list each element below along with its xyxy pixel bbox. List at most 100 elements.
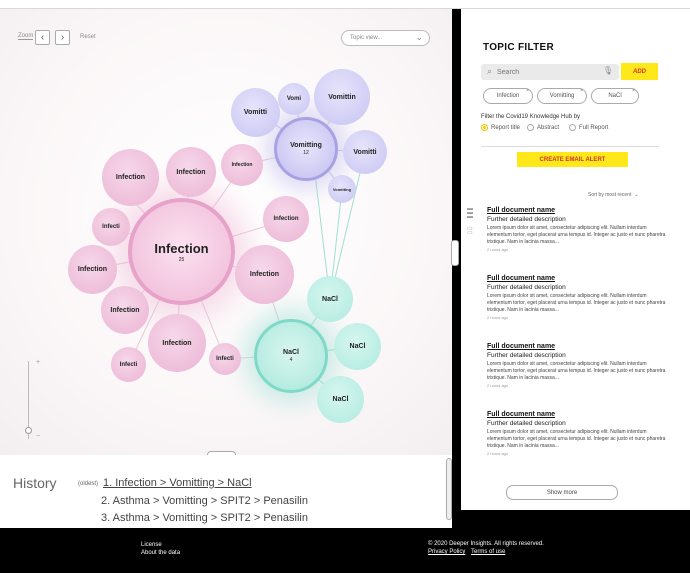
search-field[interactable]: ⌕ 🎙 [481, 64, 619, 80]
bubble-count: 25 [178, 256, 185, 263]
history-oldest-label: (oldest) [78, 481, 99, 487]
topic-chip[interactable]: Infection × [483, 88, 533, 104]
bubble-infection[interactable]: Infection [101, 286, 149, 334]
bubble-infection[interactable]: Infecti [111, 347, 146, 382]
zoom-slider-handle[interactable] [25, 427, 32, 434]
topic-chip[interactable]: NaCl × [591, 88, 639, 104]
bubble-vomitting[interactable]: Vomitti [343, 130, 387, 174]
radio-icon [527, 124, 534, 131]
about-data-link[interactable]: About the data [141, 550, 181, 556]
document-title[interactable]: Full document name [487, 343, 556, 350]
copyright-text: © 2020 Deeper Insights. All rights reser… [428, 541, 544, 547]
close-icon[interactable]: × [632, 88, 635, 94]
topic-view-select[interactable]: Topic view... ⌄ [341, 30, 430, 46]
results-scrollbar[interactable] [451, 240, 459, 266]
bubble-label: Infecti [216, 356, 234, 362]
history-item[interactable]: 3. Asthma > Vomitting > SPIT2 > Penasili… [101, 512, 308, 524]
bubble-infection[interactable]: Infection [102, 149, 159, 206]
filter-by-label: Filter the Covid19 Knowledge Hub by [481, 114, 581, 120]
sort-dropdown[interactable]: Sort by most recent ⌄ [588, 192, 639, 198]
bubble-infection[interactable]: Infection [68, 245, 117, 294]
bubble-nacl[interactable]: NaCl [307, 276, 353, 322]
chevron-right-icon: › [60, 32, 65, 43]
radio-abstract[interactable]: Abstract [527, 124, 559, 131]
bubble-label: Infection [231, 162, 253, 168]
zoom-in-icon[interactable]: + [36, 359, 41, 366]
zoom-out-icon[interactable]: − [36, 433, 41, 440]
bubble-vomitting-main[interactable]: Vomitting 12 [274, 117, 338, 181]
license-link[interactable]: License [141, 542, 162, 548]
bubble-label: Infection [162, 339, 192, 347]
close-icon[interactable]: × [580, 88, 583, 94]
bubble-infection[interactable]: Infection [148, 314, 206, 372]
privacy-policy-link[interactable]: Privacy Policy [428, 549, 466, 555]
add-topic-button[interactable]: ADD [621, 63, 658, 80]
radio-label: Abstract [537, 124, 560, 131]
bubble-label: Infection [115, 174, 146, 181]
history-item[interactable]: 2. Asthma > Vomitting > SPIT2 > Penasili… [101, 495, 308, 507]
history-scrollbar[interactable] [446, 458, 452, 520]
chip-label: Vomitting [549, 93, 575, 99]
document-item[interactable]: Full document name Further detailed desc… [487, 343, 669, 388]
bubble-label: Vomitting [332, 186, 352, 192]
bubble-infection[interactable]: Infection [221, 144, 263, 186]
document-icon[interactable]: ▭ ▭ [467, 226, 473, 236]
bubble-label: Infecti [102, 224, 120, 230]
bubble-label: Infection [77, 266, 108, 273]
document-title[interactable]: Full document name [487, 207, 556, 214]
bubble-vomitting[interactable]: Vomitti [231, 88, 280, 137]
divider [481, 146, 659, 147]
bubble-infection[interactable]: Infection [263, 196, 309, 242]
document-description: Further detailed description [487, 420, 566, 427]
zoom-slider-track[interactable] [28, 361, 29, 439]
footer: License About the data © 2020 Deeper Ins… [0, 528, 690, 573]
bubble-nacl-main[interactable]: NaCl 4 [254, 319, 328, 393]
back-button[interactable]: ‹ [35, 30, 50, 45]
bubble-label: Vomi [286, 96, 302, 102]
document-time: 2 hours ago [487, 451, 509, 456]
bubble-infection[interactable]: Infecti [209, 343, 241, 375]
microphone-icon[interactable]: 🎙 [602, 66, 613, 75]
radio-icon [569, 124, 576, 131]
search-input[interactable] [497, 66, 597, 78]
close-icon[interactable]: × [526, 88, 529, 94]
document-item[interactable]: Full document name Further detailed desc… [487, 275, 669, 320]
bubble-infection[interactable]: Infection [235, 245, 294, 304]
bubble-infection-main[interactable]: Infection 25 [128, 198, 235, 305]
bubble-infection[interactable]: Infecti [92, 208, 130, 246]
radio-report-title[interactable]: Report title [481, 124, 520, 131]
bubble-label: Infection [110, 306, 140, 314]
bubble-label: Vomitti [353, 148, 377, 156]
show-more-button[interactable]: Show more [506, 485, 618, 500]
history-panel: History (oldest) 1. Infection > Vomittin… [0, 455, 452, 528]
history-item[interactable]: 1. Infection > Vomitting > NaCl [103, 477, 252, 489]
topic-graph-panel[interactable]: Zoom ‹ › Reset Topic view... ⌄ Infection… [0, 9, 452, 455]
bubble-vomitting[interactable]: Vomittin [314, 69, 370, 125]
bubble-vomitting[interactable]: Vomi [278, 83, 310, 115]
chevron-left-icon: ‹ [40, 32, 45, 43]
topic-chip[interactable]: Vomitting × [537, 88, 587, 104]
search-icon: ⌕ [487, 66, 493, 76]
bubble-vomitting[interactable]: Vomitting [328, 175, 356, 203]
bubble-count: 12 [303, 150, 309, 156]
list-view-icon[interactable]: ▬ ▬ ▬ [467, 206, 473, 220]
document-description: Further detailed description [487, 284, 566, 291]
terms-of-use-link[interactable]: Terms of use [471, 549, 506, 555]
bubble-label: NaCl [332, 396, 349, 403]
document-title[interactable]: Full document name [487, 275, 556, 282]
document-item[interactable]: Full document name Further detailed desc… [487, 411, 669, 456]
radio-full-report[interactable]: Full Report [569, 124, 608, 131]
document-title[interactable]: Full document name [487, 411, 556, 418]
document-item[interactable]: Full document name Further detailed desc… [487, 207, 669, 252]
bubble-label: Infection [154, 240, 209, 256]
bubble-nacl[interactable]: NaCl [334, 323, 381, 370]
bubble-label: Infection [249, 271, 280, 278]
chevron-down-icon: ⌄ [415, 32, 423, 42]
reset-button[interactable]: Reset [80, 34, 96, 40]
bubble-infection[interactable]: Infection [166, 147, 216, 197]
bubble-nacl[interactable]: NaCl [317, 376, 364, 423]
create-email-alert-button[interactable]: CREATE EMAIL ALERT [517, 152, 628, 167]
bubble-label: Infecti [119, 361, 138, 368]
forward-button[interactable]: › [55, 30, 70, 45]
zoom-label[interactable]: Zoom [18, 33, 34, 40]
